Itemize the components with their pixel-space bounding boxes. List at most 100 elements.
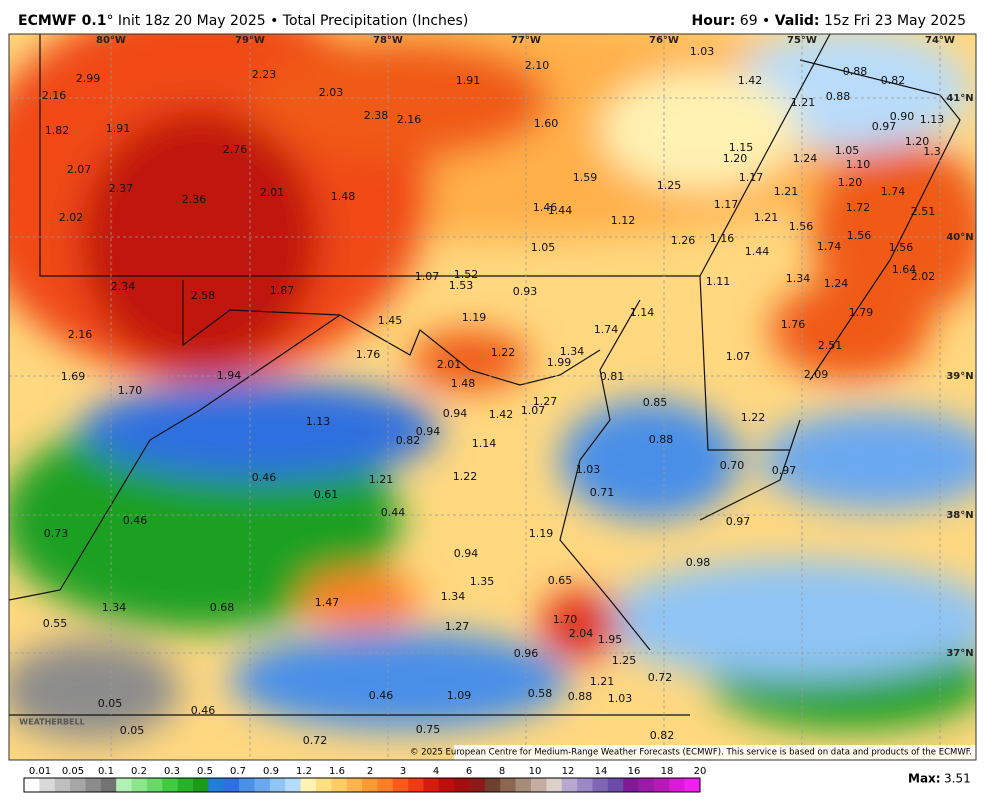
legend-swatch	[85, 778, 102, 792]
precip-value: 1.34	[786, 272, 811, 285]
precip-value: 1.13	[920, 113, 945, 126]
precip-value: 1.72	[846, 201, 871, 214]
precip-value: 0.70	[720, 459, 745, 472]
legend-swatch	[592, 778, 609, 792]
precip-value: 1.22	[453, 470, 478, 483]
lon-label: 78°W	[373, 35, 403, 46]
precip-value: 2.03	[319, 86, 344, 99]
precip-value: 1.42	[738, 74, 763, 87]
legend-swatch	[331, 778, 347, 792]
precip-value: 0.05	[120, 724, 145, 737]
hour: 69 •	[740, 13, 771, 29]
precip-value: 1.44	[745, 245, 770, 258]
precip-value: 2.10	[525, 59, 550, 72]
legend-swatch	[116, 778, 132, 792]
precip-value: 0.88	[843, 65, 868, 78]
legend-label: 0.05	[62, 766, 84, 777]
legend-swatch	[423, 778, 440, 792]
precip-value: 2.76	[223, 143, 248, 156]
legend-label: 18	[661, 766, 674, 777]
legend-swatch	[623, 778, 639, 792]
precip-value: 1.10	[846, 158, 871, 171]
precip-value: 1.27	[445, 620, 470, 633]
legend-label: 3	[400, 766, 406, 777]
precip-value: 0.93	[513, 285, 538, 298]
header-left: ECMWF 0.1° Init 18z 20 May 2025 • Total …	[18, 13, 468, 29]
precip-value: 0.88	[568, 690, 593, 703]
legend-swatch	[254, 778, 271, 792]
precip-value: 1.25	[612, 654, 637, 667]
valid-label: Valid:	[775, 13, 820, 29]
precip-value: 2.16	[42, 89, 67, 102]
precip-value: 2.01	[437, 358, 462, 371]
precip-value: 1.91	[106, 122, 131, 135]
precip-value: 2.02	[59, 211, 84, 224]
precip-value: 1.94	[217, 369, 242, 382]
subtitle: ° Init 18z 20 May 2025 • Total Precipita…	[106, 13, 468, 29]
precip-value: 1.11	[706, 275, 731, 288]
legend-label: 0.1	[98, 766, 114, 777]
precip-value: 0.44	[381, 506, 406, 519]
precip-value: 2.34	[111, 280, 136, 293]
precip-value: 1.76	[781, 318, 806, 331]
precip-value: 1.17	[714, 198, 739, 211]
precip-value: 0.97	[726, 515, 751, 528]
legend-swatch	[684, 778, 701, 792]
lat-label: 39°N	[946, 371, 973, 382]
precip-value: 1.07	[521, 404, 546, 417]
precip-value: 1.48	[331, 190, 356, 203]
precip-value: 1.60	[534, 117, 559, 130]
precip-value: 2.51	[911, 205, 936, 218]
precip-value: 0.61	[314, 488, 339, 501]
legend-swatch	[100, 778, 117, 792]
precip-value: 1.91	[456, 74, 481, 87]
legend-swatch	[669, 778, 685, 792]
precip-value: 1.70	[118, 384, 143, 397]
precip-value: 1.26	[671, 234, 696, 247]
legend-swatch	[208, 778, 225, 792]
precip-value: 1.27	[533, 395, 558, 408]
precip-value: 0.82	[881, 74, 906, 87]
legend-swatch	[54, 778, 71, 792]
precip-value: 1.22	[491, 346, 516, 359]
precip-value: 0.73	[44, 527, 69, 540]
lat-label: 37°N	[946, 648, 973, 659]
precip-value: 0.97	[872, 120, 897, 133]
legend-label: 0.7	[230, 766, 246, 777]
precip-value: 2.23	[252, 68, 277, 81]
precip-value: 1.82	[45, 124, 70, 137]
precip-value: 2.16	[68, 328, 93, 341]
legend-label: 1.6	[329, 766, 345, 777]
model: ECMWF 0.1	[18, 13, 106, 29]
precip-value: 1.46	[533, 201, 558, 214]
precip-value: 1.74	[881, 185, 906, 198]
legend-label: 0.01	[29, 766, 51, 777]
precip-value: 1.07	[726, 350, 751, 363]
lat-label: 40°N	[946, 232, 973, 243]
legend-swatch	[39, 778, 56, 792]
precip-value: 0.82	[650, 729, 675, 742]
legend-swatch	[377, 778, 394, 792]
precip-field	[9, 34, 976, 740]
precip-value: 1.79	[849, 306, 874, 319]
legend-label: 16	[628, 766, 641, 777]
precip-value: 1.19	[529, 527, 554, 540]
legend-label: 0.5	[197, 766, 213, 777]
precip-value: 1.20	[838, 176, 863, 189]
legend-swatch	[531, 778, 547, 792]
precip-value: 1.19	[462, 311, 487, 324]
precip-value: 0.05	[98, 697, 123, 710]
precip-value: 1.87	[270, 284, 295, 297]
legend-swatch	[438, 778, 455, 792]
precip-value: 1.42	[489, 408, 514, 421]
precip-value: 2.07	[67, 163, 92, 176]
legend-swatch	[561, 778, 578, 792]
legend-swatch	[362, 778, 378, 792]
legend-swatch	[162, 778, 178, 792]
precip-value: 2.01	[260, 186, 285, 199]
precip-value: 1.20	[723, 152, 748, 165]
lat-label: 38°N	[946, 510, 973, 521]
legend-swatch	[607, 778, 624, 792]
precip-value: 0.85	[643, 396, 668, 409]
